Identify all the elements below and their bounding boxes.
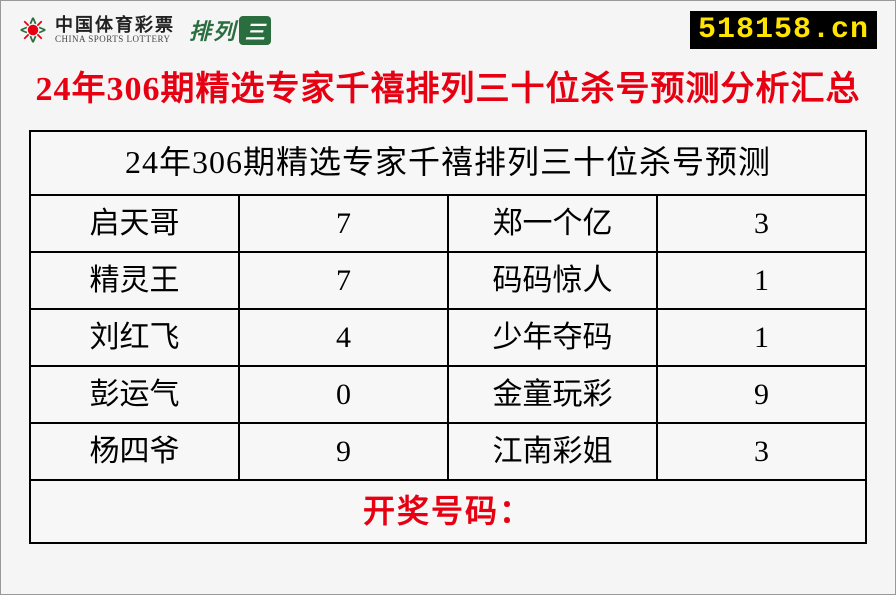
logo-text-en: CHINA SPORTS LOTTERY xyxy=(55,35,175,44)
prediction-number-right: 9 xyxy=(657,366,866,423)
header-bar: 中国体育彩票 CHINA SPORTS LOTTERY 排列 三 518158.… xyxy=(1,1,895,55)
prediction-number-right: 1 xyxy=(657,309,866,366)
expert-name-right: 少年夺码 xyxy=(448,309,657,366)
expert-name-left: 杨四爷 xyxy=(30,423,239,480)
expert-name-left: 精灵王 xyxy=(30,252,239,309)
pailie-number-badge: 三 xyxy=(239,16,271,45)
logo-text-block: 中国体育彩票 CHINA SPORTS LOTTERY xyxy=(55,16,175,45)
prediction-number-left: 9 xyxy=(239,423,448,480)
lottery-logo-icon xyxy=(19,16,47,44)
table-row: 刘红飞4少年夺码1 xyxy=(30,309,866,366)
expert-name-right: 郑一个亿 xyxy=(448,195,657,252)
prediction-number-left: 4 xyxy=(239,309,448,366)
site-url-badge: 518158.cn xyxy=(690,11,877,49)
result-row: 开奖号码： xyxy=(30,480,866,544)
prediction-table-wrap: 24年306期精选专家千禧排列三十位杀号预测 启天哥7郑一个亿3精灵王7码码惊人… xyxy=(1,130,895,544)
prediction-number-right: 3 xyxy=(657,195,866,252)
logo-text-cn: 中国体育彩票 xyxy=(55,16,175,36)
expert-name-left: 启天哥 xyxy=(30,195,239,252)
prediction-number-left: 7 xyxy=(239,252,448,309)
table-row: 启天哥7郑一个亿3 xyxy=(30,195,866,252)
expert-name-left: 彭运气 xyxy=(30,366,239,423)
result-label: 开奖号码： xyxy=(30,480,866,544)
expert-name-left: 刘红飞 xyxy=(30,309,239,366)
prediction-number-right: 3 xyxy=(657,423,866,480)
logo-area: 中国体育彩票 CHINA SPORTS LOTTERY 排列 三 xyxy=(19,14,271,46)
expert-name-right: 金童玩彩 xyxy=(448,366,657,423)
expert-name-right: 江南彩姐 xyxy=(448,423,657,480)
product-name: 排列 三 xyxy=(189,14,271,46)
prediction-number-left: 7 xyxy=(239,195,448,252)
page-title: 24年306期精选专家千禧排列三十位杀号预测分析汇总 xyxy=(1,55,895,130)
table-title-cell: 24年306期精选专家千禧排列三十位杀号预测 xyxy=(30,131,866,195)
prediction-number-left: 0 xyxy=(239,366,448,423)
prediction-number-right: 1 xyxy=(657,252,866,309)
prediction-table: 24年306期精选专家千禧排列三十位杀号预测 启天哥7郑一个亿3精灵王7码码惊人… xyxy=(29,130,867,544)
expert-name-right: 码码惊人 xyxy=(448,252,657,309)
table-title-row: 24年306期精选专家千禧排列三十位杀号预测 xyxy=(30,131,866,195)
table-row: 精灵王7码码惊人1 xyxy=(30,252,866,309)
table-row: 杨四爷9江南彩姐3 xyxy=(30,423,866,480)
pailie-label: 排列 xyxy=(189,14,237,46)
table-row: 彭运气0金童玩彩9 xyxy=(30,366,866,423)
